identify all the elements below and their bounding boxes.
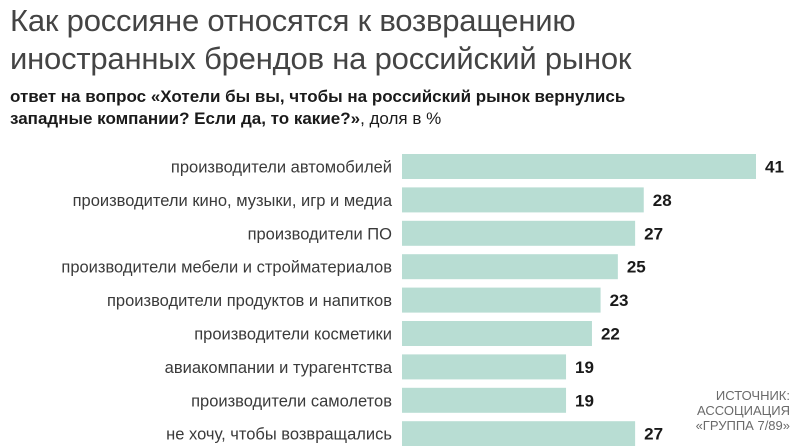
value-label: 19 bbox=[575, 391, 594, 410]
source-line: Ассоциация bbox=[697, 403, 790, 418]
bar bbox=[402, 387, 567, 413]
chart-subtitle-line: ответ на вопрос «Хотели бы вы, чтобы на … bbox=[10, 87, 626, 106]
category-label: производители кино, музыки, игр и медиа bbox=[73, 192, 393, 210]
source-line: Источник: bbox=[715, 388, 790, 403]
bar bbox=[402, 187, 644, 213]
value-label: 41 bbox=[765, 158, 784, 177]
source-note: Источник: Ассоциация «Группа 7/89» bbox=[660, 388, 790, 433]
bar bbox=[402, 354, 567, 380]
value-label: 27 bbox=[644, 425, 663, 444]
bar bbox=[402, 421, 636, 446]
category-label: авиакомпании и турагентства bbox=[165, 359, 393, 377]
chart-subtitle-line: западные компании? Если да, то какие?», … bbox=[10, 108, 790, 130]
value-label: 22 bbox=[601, 325, 620, 344]
bar bbox=[402, 287, 601, 313]
chart-title-line: Как россияне относятся к возвращению bbox=[10, 3, 576, 38]
category-label: производители продуктов и напитков bbox=[107, 292, 392, 310]
chart-subtitle-unit: , доля в % bbox=[360, 109, 442, 128]
bar-chart: производители автомобилей 41 производители… bbox=[61, 154, 784, 446]
category-label: производители самолетов bbox=[191, 392, 392, 410]
chart-title-line: иностранных брендов на российский рынок bbox=[10, 41, 632, 76]
value-label: 23 bbox=[610, 291, 629, 310]
value-label: 28 bbox=[653, 191, 672, 210]
value-label: 25 bbox=[627, 258, 646, 277]
category-label: производители ПО bbox=[248, 225, 393, 243]
source-line: «Группа 7/89» bbox=[695, 418, 790, 433]
category-label: производители автомобилей bbox=[171, 159, 392, 177]
bar bbox=[402, 254, 618, 280]
value-label: 27 bbox=[644, 224, 663, 243]
chart-title: Как россияне относятся к возвращению ино… bbox=[10, 2, 790, 78]
bar bbox=[402, 321, 592, 346]
bar bbox=[402, 154, 756, 179]
category-label: производители мебели и стройматериалов bbox=[61, 259, 392, 277]
category-label: не хочу, чтобы возвращались bbox=[166, 426, 392, 444]
chart-subtitle: ответ на вопрос «Хотели бы вы, чтобы на … bbox=[10, 86, 790, 130]
chart-subtitle-question-end: западные компании? Если да, то какие?» bbox=[10, 109, 361, 128]
category-label: производители косметики bbox=[194, 326, 392, 344]
bar bbox=[402, 220, 636, 246]
value-label: 19 bbox=[575, 358, 594, 377]
